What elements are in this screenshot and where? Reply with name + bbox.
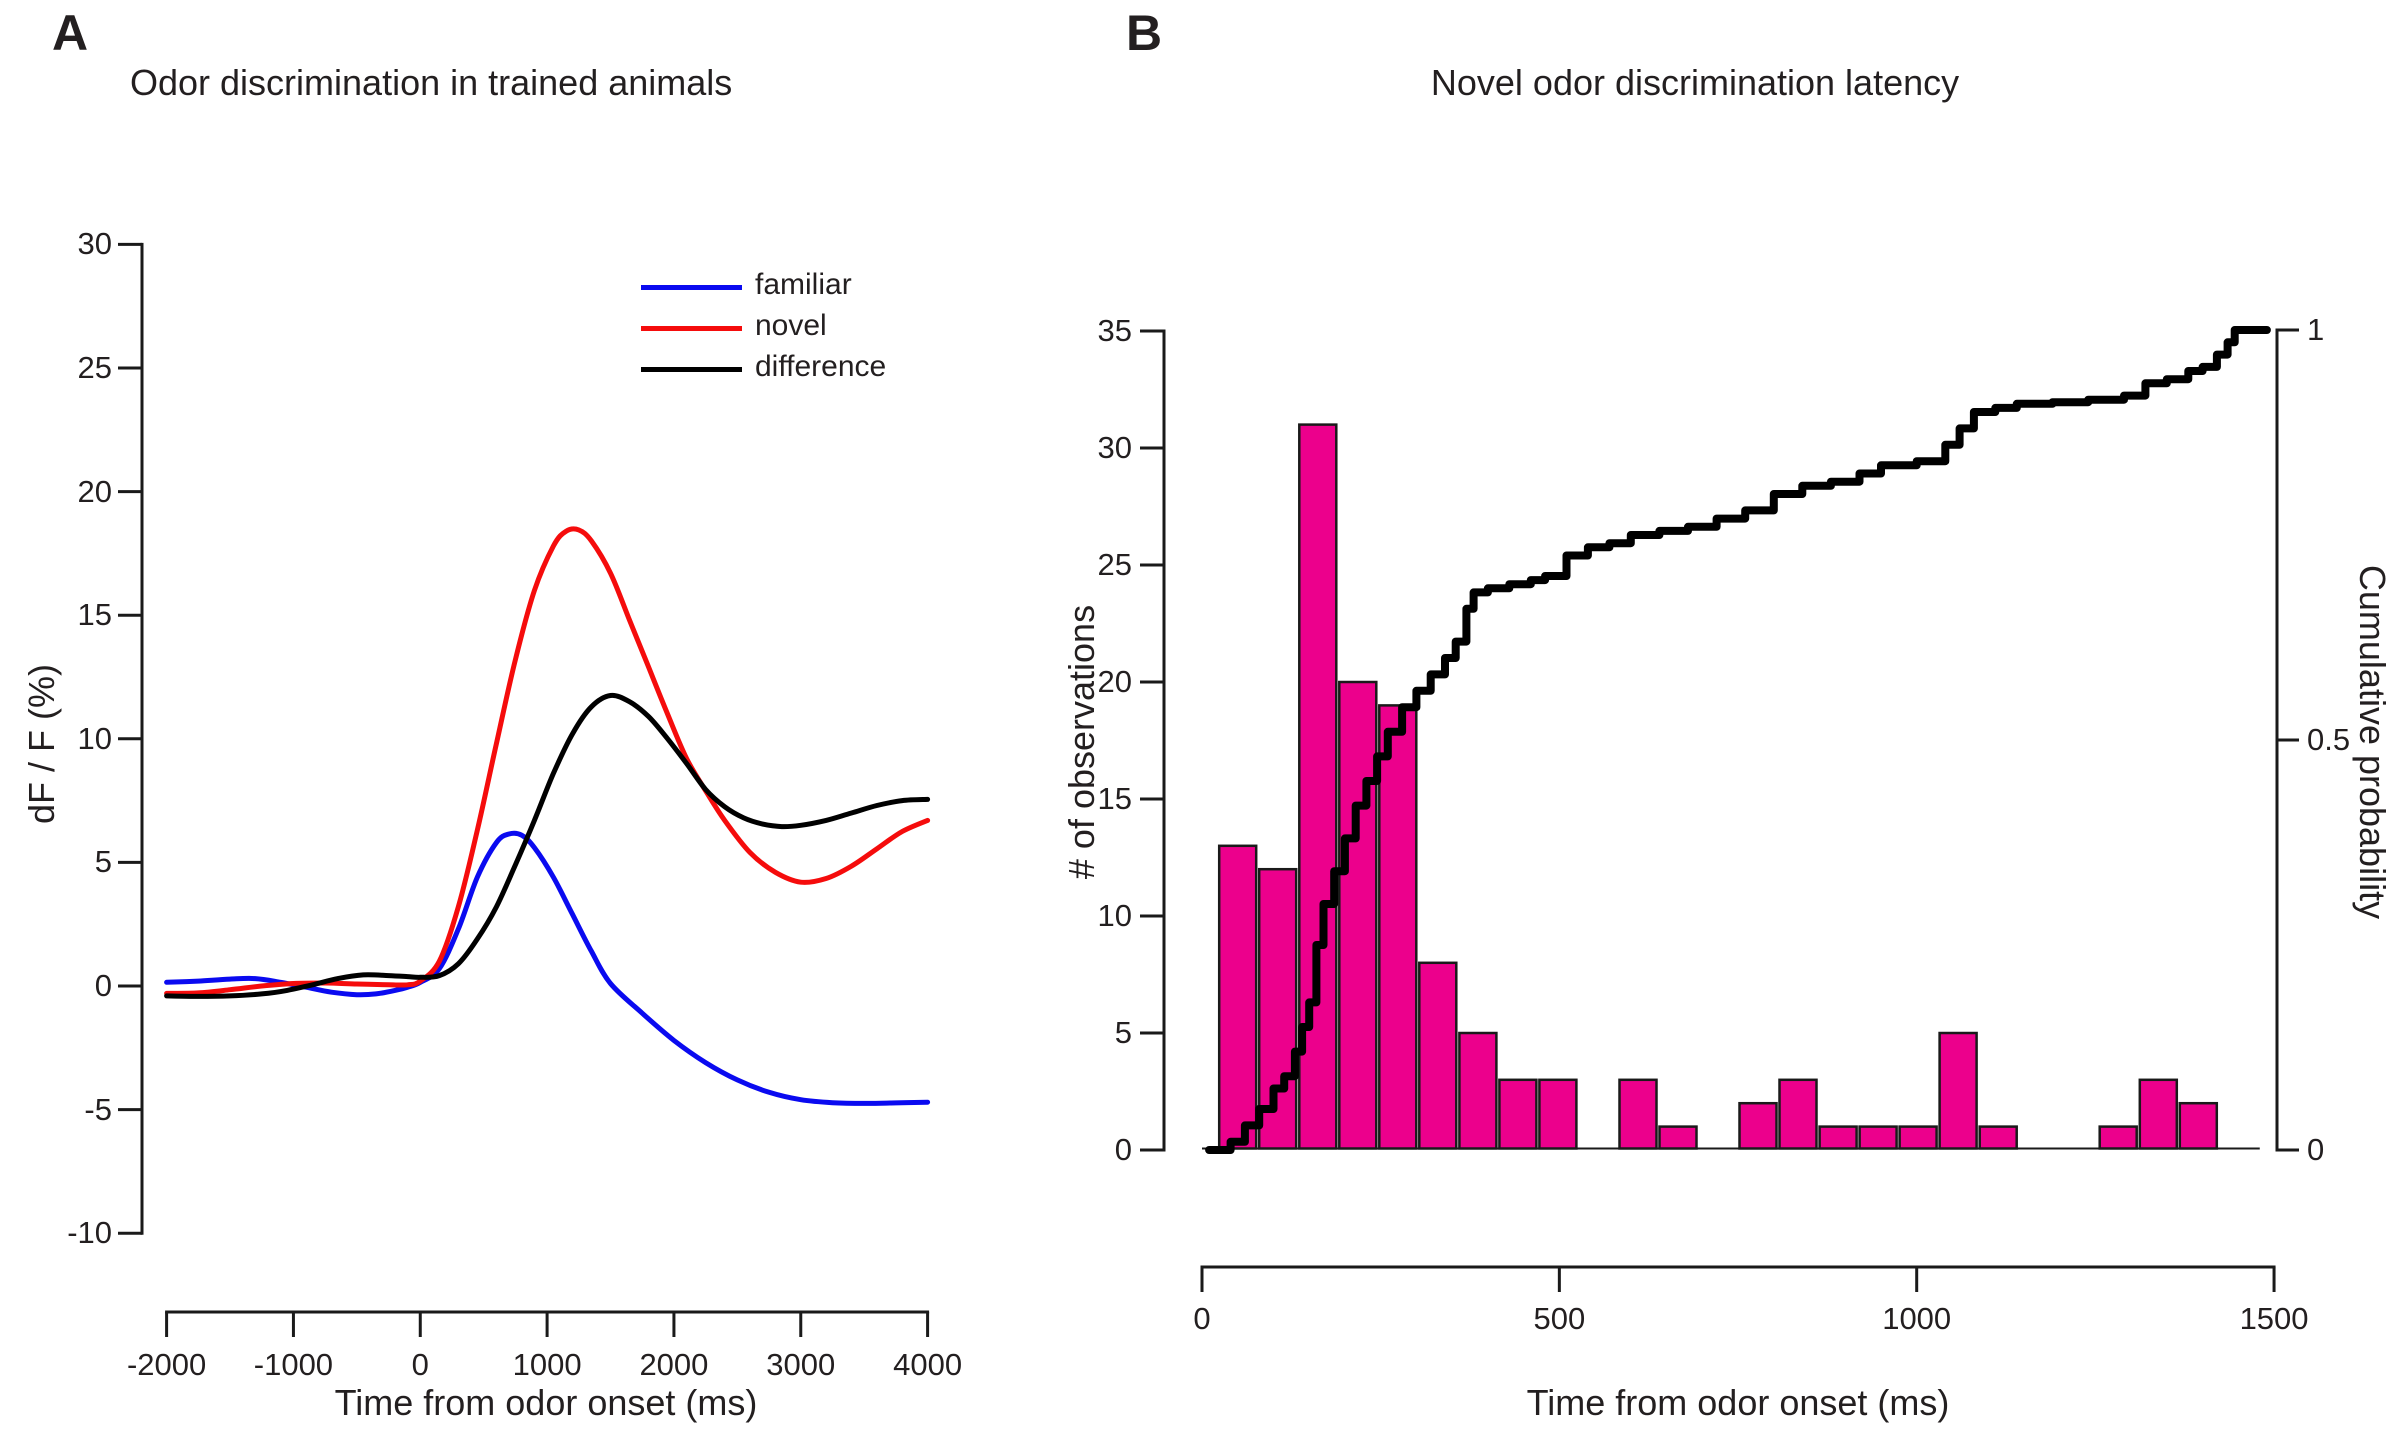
panel-b-letter: B xyxy=(1126,5,1163,61)
panel-b-histogram-bar xyxy=(1257,867,1298,1150)
panel-a-letter: A xyxy=(52,5,89,61)
panel-a-x-tick-label: 3000 xyxy=(766,1347,836,1382)
panel-b-histogram-bar xyxy=(1898,1125,1938,1150)
panel-b-histogram-bar xyxy=(1618,1078,1658,1150)
panel-b-x-tick-label: 500 xyxy=(1533,1301,1586,1336)
panel-b-right-y-tick-label: 0 xyxy=(2307,1132,2325,1167)
panel-b-left-y-tick-label: 25 xyxy=(1097,547,1132,582)
panel-b-left-y-tick-label: 30 xyxy=(1097,430,1132,465)
legend-line-familiar xyxy=(641,285,742,290)
panel-b-left-y-tick-label: 20 xyxy=(1097,664,1132,699)
panel-a-curve-familiar xyxy=(164,830,931,1106)
panel-b-right-y-tick-label: 0.5 xyxy=(2307,722,2351,757)
panel-a-x-tick-label: 4000 xyxy=(893,1347,963,1382)
panel-b-histogram-bar xyxy=(1738,1101,1778,1150)
legend-label-novel: novel xyxy=(755,309,827,342)
panel-b-left-y-tick-label: 15 xyxy=(1097,781,1132,816)
panel-a-curve-difference xyxy=(164,692,931,999)
panel-b-x-tick-label: 0 xyxy=(1193,1301,1211,1336)
panel-b-histogram-bar xyxy=(1818,1125,1858,1150)
panel-a-curve-novel xyxy=(164,526,931,996)
panel-a-x-tick-label: -2000 xyxy=(126,1347,207,1382)
panel-b-histogram-bar xyxy=(1538,1078,1578,1150)
panel-a-y-tick-label: 20 xyxy=(77,473,112,509)
panel-a-x-tick-label: -1000 xyxy=(253,1347,334,1382)
panel-b-title: Novel odor discrimination latency xyxy=(1430,62,1960,103)
panel-a-x-tick-label: 0 xyxy=(411,1347,429,1382)
panel-b-histogram-bar xyxy=(1858,1125,1898,1150)
panel-b-cumulative-curve xyxy=(1205,326,2271,1154)
panel-b-histogram-bar xyxy=(1938,1031,1978,1150)
panel-a-y-tick-label: -10 xyxy=(67,1215,112,1251)
legend-label-difference: difference xyxy=(755,350,887,383)
panel-b-x-tick-label: 1500 xyxy=(2239,1301,2309,1336)
panel-b-histogram-bar xyxy=(2098,1125,2138,1150)
panel-b-x-axis-label: Time from odor onset (ms) xyxy=(1526,1382,1950,1423)
panel-b-left-y-tick-label: 10 xyxy=(1097,898,1132,933)
panel-b-histogram-bar xyxy=(1378,704,1418,1150)
panel-b-x-tick-label: 1000 xyxy=(1882,1301,1952,1336)
legend-line-difference xyxy=(641,367,742,372)
panel-b-left-y-tick-label: 0 xyxy=(1114,1132,1132,1167)
panel-a-title: Odor discrimination in trained animals xyxy=(130,62,733,103)
panel-b-histogram-bar xyxy=(1778,1078,1818,1150)
legend-label-familiar: familiar xyxy=(755,268,852,301)
panel-b-right-y-tick-label: 1 xyxy=(2307,312,2325,347)
panel-b-histogram-bar xyxy=(1418,961,1458,1150)
panel-a-y-tick-label: 0 xyxy=(94,968,112,1003)
panel-b-histogram-bar xyxy=(2138,1078,2179,1150)
panel-b-histogram-bar xyxy=(1458,1031,1498,1150)
panel-a-y-tick-label: 25 xyxy=(77,350,112,385)
panel-b-histogram-bar xyxy=(1498,1078,1538,1150)
panel-a-y-tick-label: 15 xyxy=(77,597,112,633)
panel-a-y-tick-label: 5 xyxy=(94,844,112,880)
panel-a-y-tick-label: -5 xyxy=(84,1091,112,1127)
panel-b-left-y-tick-label: 5 xyxy=(1114,1015,1132,1050)
panel-a-y-tick-label: 30 xyxy=(77,226,112,262)
panel-b-left-y-tick-label: 35 xyxy=(1097,313,1132,348)
panel-b-histogram-bar xyxy=(1217,844,1258,1150)
panel-b-histogram-bar xyxy=(1658,1125,1698,1150)
panel-a-x-tick-label: 1000 xyxy=(512,1347,582,1382)
panel-b-histogram-bar xyxy=(1338,680,1378,1150)
panel-a-y-tick-label: 10 xyxy=(77,720,112,756)
panel-b-histogram-bar xyxy=(2178,1101,2219,1150)
panel-b-histogram-bar xyxy=(1978,1125,2018,1150)
legend-line-novel xyxy=(641,326,742,331)
panel-a-x-tick-label: 2000 xyxy=(639,1347,709,1382)
panel-a-x-axis-label: Time from odor onset (ms) xyxy=(334,1382,758,1423)
